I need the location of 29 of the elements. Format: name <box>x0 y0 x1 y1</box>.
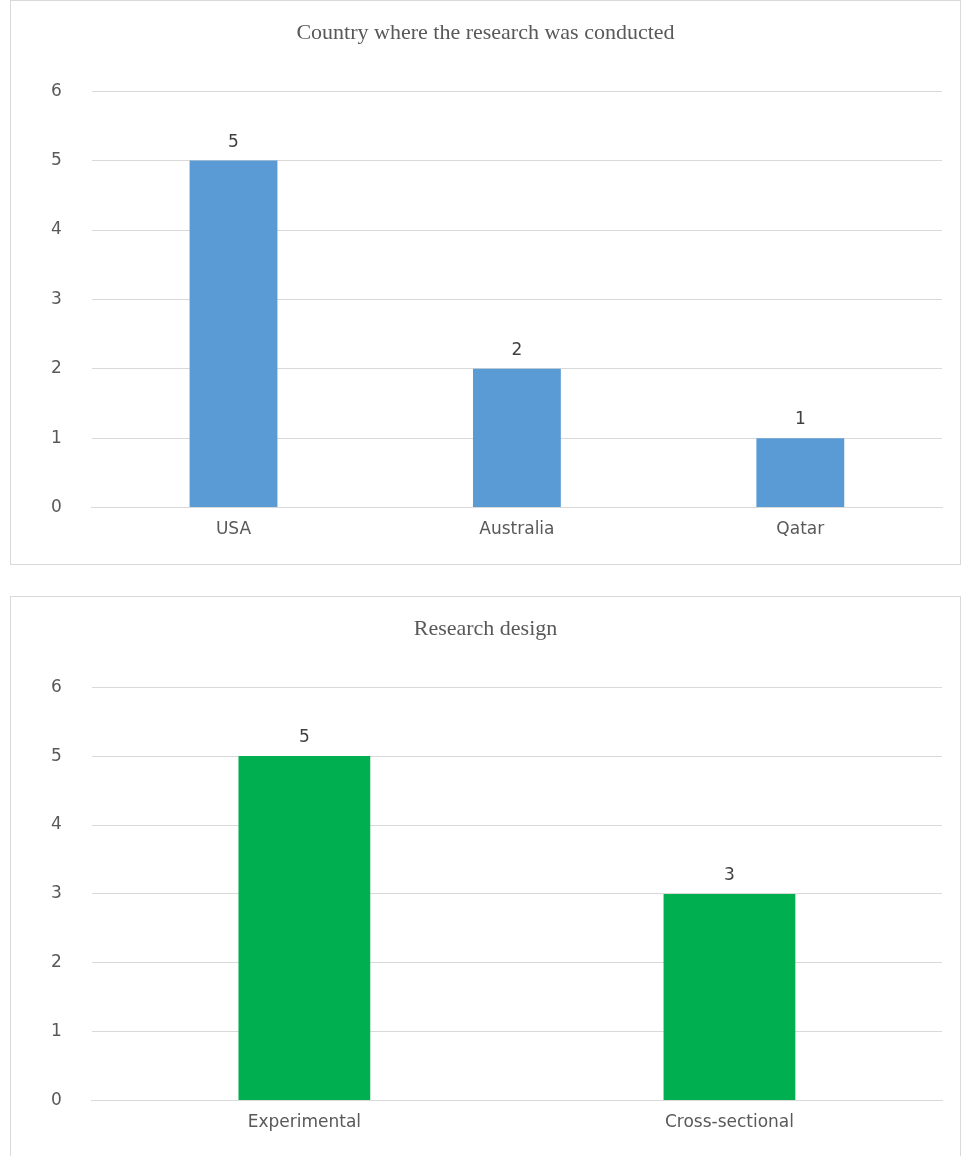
bar <box>189 160 278 508</box>
y-tick-label: 3 <box>50 882 62 903</box>
x-tick-label: Australia <box>479 518 555 539</box>
data-label: 2 <box>511 338 523 359</box>
y-tick-label: 4 <box>50 218 62 239</box>
y-tick-label: 5 <box>50 149 62 170</box>
x-tick-label: Cross-sectional <box>664 1111 795 1132</box>
x-tick-label: Experimental <box>247 1111 362 1132</box>
y-tick-label: 6 <box>50 675 62 696</box>
y-tick-label: 0 <box>50 496 62 517</box>
data-label: 1 <box>794 408 806 429</box>
y-tick-label: 5 <box>50 744 62 765</box>
data-label: 5 <box>228 130 239 151</box>
chart-title: Country where the research was conducted <box>295 19 676 45</box>
y-tick-label: 3 <box>50 287 62 308</box>
bar <box>756 438 845 508</box>
x-tick-label: Qatar <box>776 518 825 539</box>
x-tick-label: USA <box>215 518 252 539</box>
data-label: 3 <box>724 863 735 884</box>
y-tick-label: 2 <box>50 951 62 972</box>
y-tick-label: 2 <box>50 357 62 378</box>
data-label: 5 <box>298 726 310 747</box>
y-tick-label: 0 <box>50 1089 62 1110</box>
y-tick-label: 6 <box>50 79 62 100</box>
chart-title: Research design <box>412 615 559 641</box>
y-tick-label: 1 <box>50 426 62 447</box>
y-tick-label: 1 <box>50 1020 62 1041</box>
bar <box>472 368 561 508</box>
y-tick-label: 4 <box>50 813 62 834</box>
